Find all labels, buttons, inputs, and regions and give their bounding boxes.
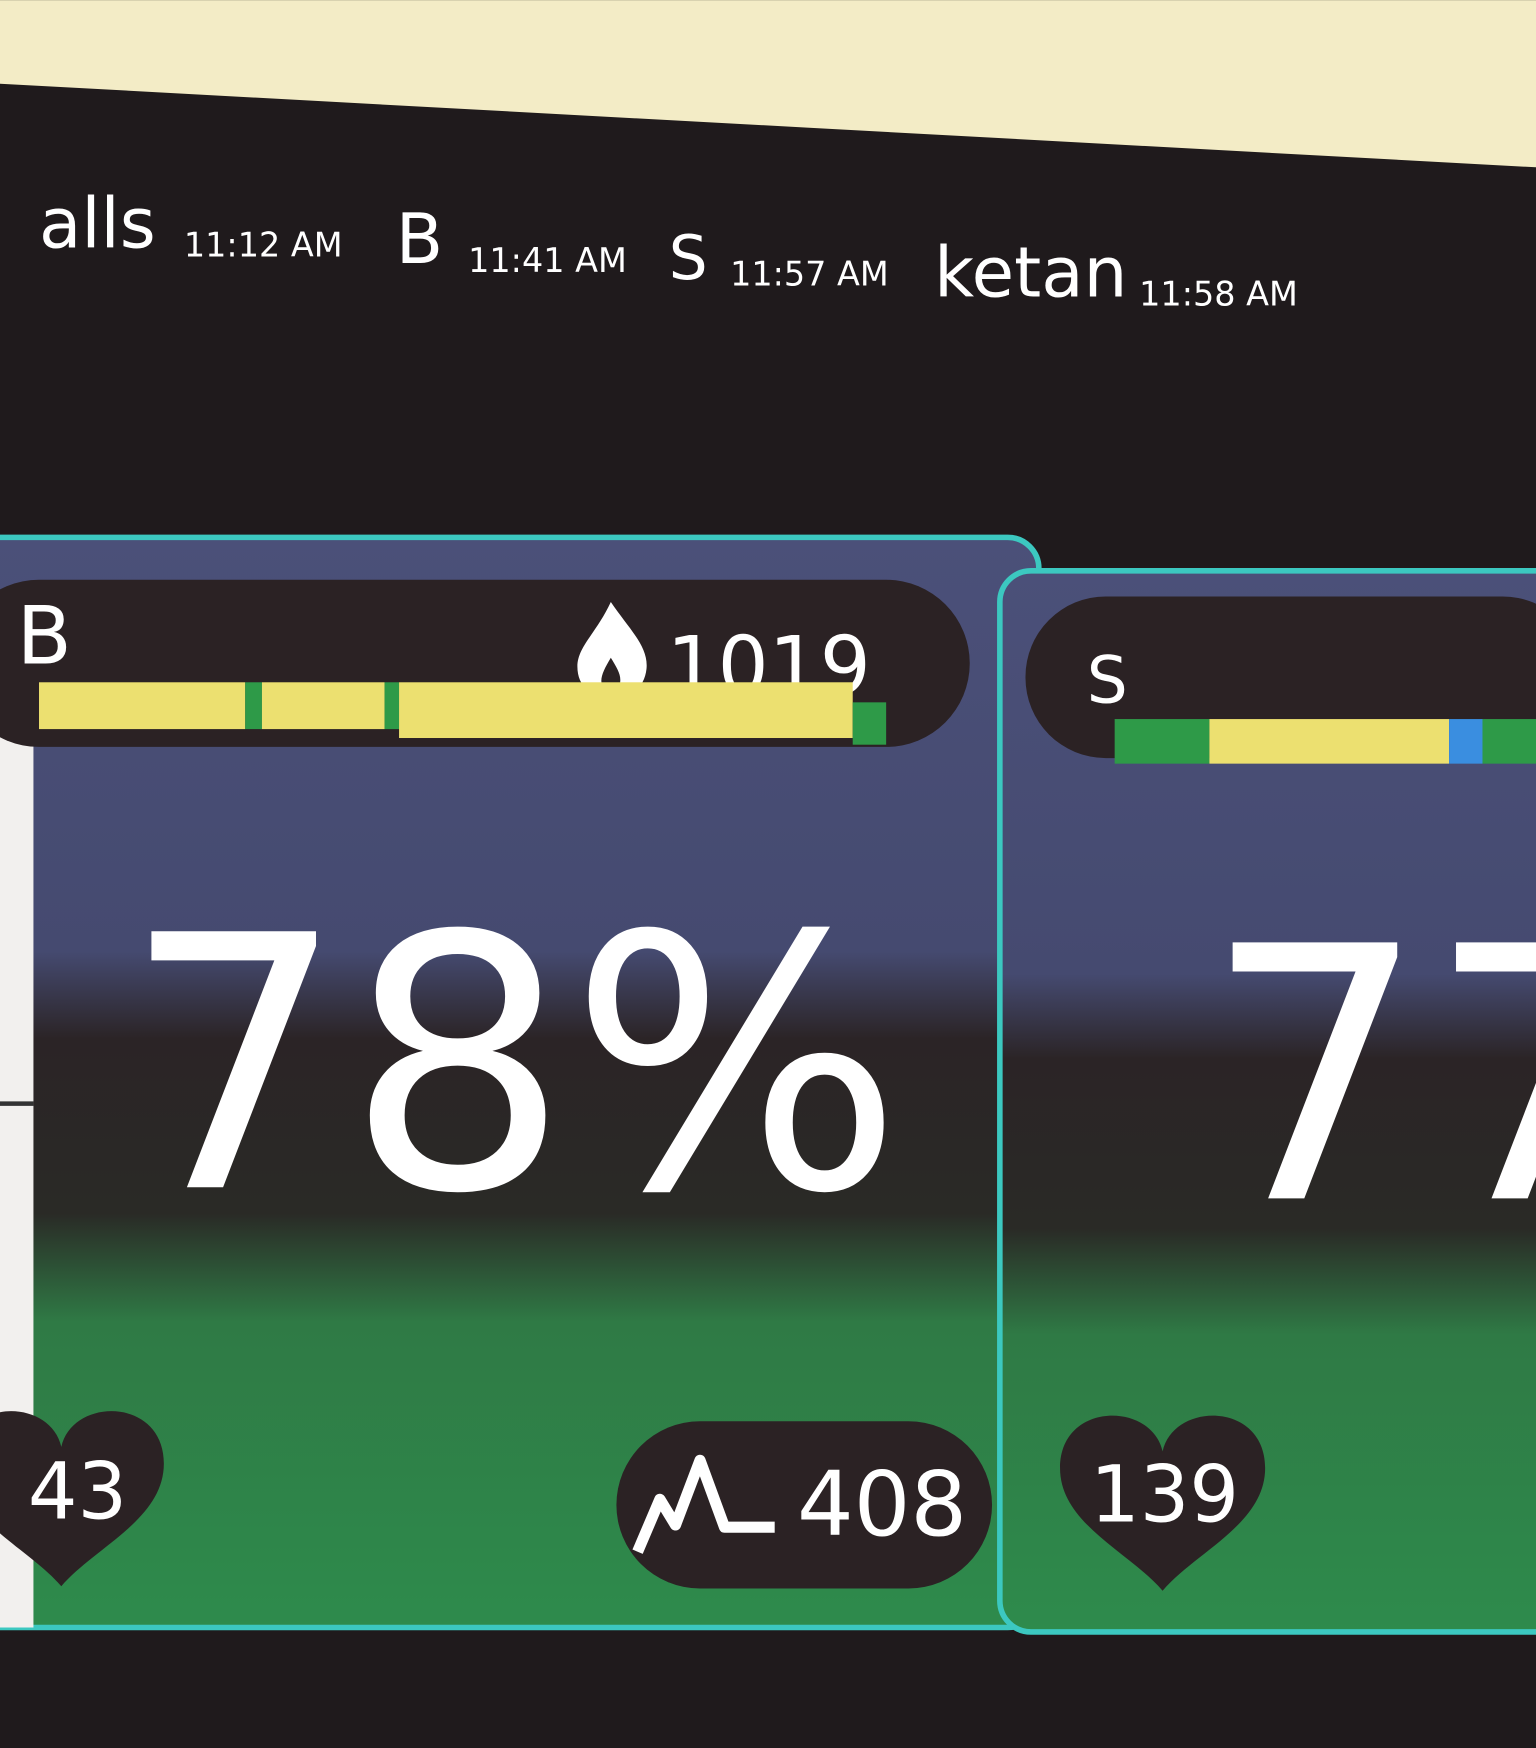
player-name: B (17, 589, 72, 682)
effort-percent: 77 (1204, 872, 1536, 1281)
zone-segment (1449, 719, 1483, 764)
wall (0, 0, 1536, 168)
card-header (1025, 596, 1536, 759)
zone-segment (384, 682, 400, 730)
event-name: alls (39, 185, 156, 265)
player-card: S 77 139 (997, 568, 1536, 1635)
heart-rate: 139 (1090, 1451, 1239, 1541)
event-name: ketan (934, 234, 1127, 314)
event-time: 11:12 AM (184, 225, 343, 264)
points-badge (616, 1421, 993, 1589)
zone-bar (1114, 719, 1536, 764)
calorie-icon (577, 602, 647, 698)
points-icon (632, 1454, 775, 1554)
event-time: 11:58 AM (1139, 275, 1298, 314)
event-time: 11:41 AM (468, 241, 627, 280)
heart-badge (0, 1411, 164, 1587)
event-time: 11:57 AM (730, 254, 889, 293)
zone-segment (1209, 719, 1450, 764)
zone-bar (39, 682, 887, 745)
zone-segment (1114, 719, 1210, 764)
zone-segment (1482, 719, 1536, 764)
player-card: B 1019 78% 43 408 (0, 534, 1042, 1631)
zone-segment (261, 682, 385, 730)
heart-badge (1060, 1415, 1266, 1591)
card-frame (997, 568, 1536, 1635)
event-name: S (669, 223, 708, 294)
zone-segment (852, 702, 887, 745)
zone-segment (245, 682, 262, 730)
points: 408 (797, 1453, 967, 1557)
effort-percent: 78% (123, 861, 903, 1270)
zone-segment (39, 682, 246, 730)
zone-segment (399, 682, 853, 739)
event-ticker: alls 11:12 AM B 11:41 AM S 11:57 AM keta… (39, 185, 1298, 314)
event-name: B (396, 200, 443, 280)
player-name: S (1087, 643, 1128, 718)
heart-rate: 43 (28, 1447, 127, 1537)
